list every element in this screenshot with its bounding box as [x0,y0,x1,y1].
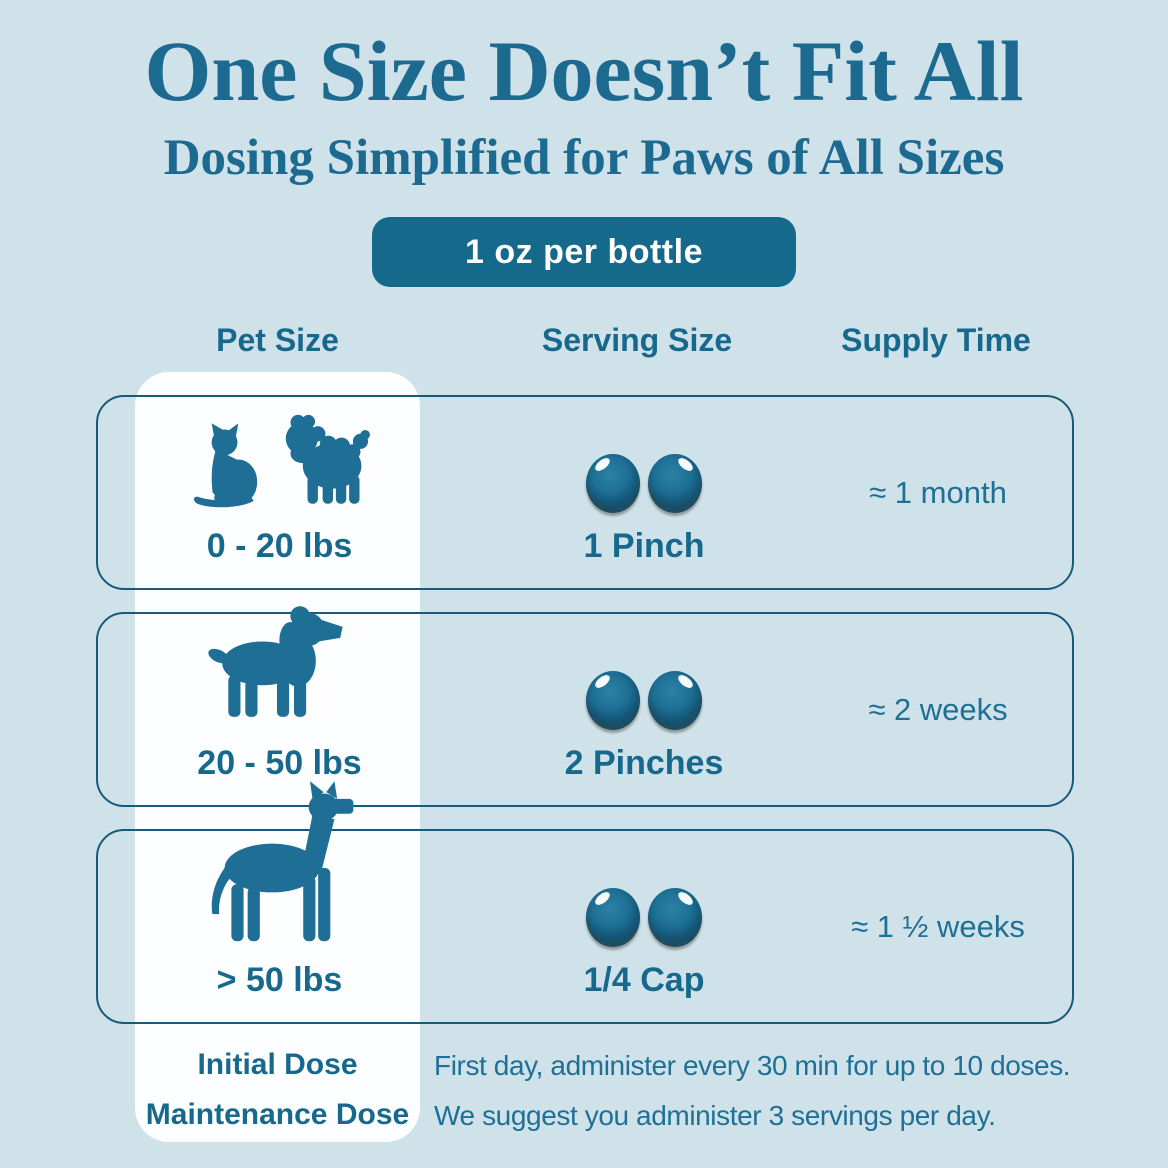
pet-icons [204,600,356,734]
column-header-supply-time: Supply Time [841,322,1031,358]
pet-size-label: > 50 lbs [216,961,343,999]
pellet-icon [586,454,640,513]
small-dog-icon [275,413,375,517]
serving-size-label: 1/4 Cap [583,961,705,999]
pet-size-label: 20 - 50 lbs [197,744,362,782]
medium-dog-icon [204,600,356,734]
pellet-icon [586,671,640,730]
dose-row-small-pets: 0 - 20 lbs 1 Pinch ≈ 1 month [96,395,1074,590]
supply-time-label: ≈ 1 month [869,474,1007,510]
initial-dose-label: Initial Dose [197,1048,358,1081]
serving-size-cell: 1 Pinch [514,397,774,588]
pellet-group [586,671,702,730]
pellet-icon [648,671,702,730]
supply-time-cell: ≈ 1 ½ weeks [808,831,1068,1022]
supply-time-cell: ≈ 2 weeks [808,614,1068,805]
column-header-pet-size: Pet Size [216,322,339,358]
supply-time-label: ≈ 1 ½ weeks [851,908,1025,944]
maintenance-dose-text: We suggest you administer 3 servings per… [434,1100,996,1131]
pet-icons [188,781,371,951]
initial-dose-text: First day, administer every 30 min for u… [434,1050,1071,1081]
serving-size-label: 2 Pinches [564,744,724,782]
page-title: One Size Doesn’t Fit All [144,23,1024,119]
pet-size-cell: > 50 lbs [137,781,422,1022]
pellet-group [586,454,702,513]
pellet-icon [586,888,640,947]
dose-row-large-dogs: > 50 lbs 1/4 Cap ≈ 1 ½ weeks [96,781,1074,1024]
supply-time-label: ≈ 2 weeks [868,691,1008,727]
serving-size-cell: 1/4 Cap [514,831,774,1022]
cat-icon [185,421,271,517]
bottle-size-label: 1 oz per bottle [465,232,703,271]
pet-size-column-background [135,372,420,1142]
pellet-icon [648,454,702,513]
serving-size-cell: 2 Pinches [514,614,774,805]
dose-row-medium-dogs: 20 - 50 lbs 2 Pinches ≈ 2 weeks [96,606,1074,807]
pellet-group [586,888,702,947]
pet-size-cell: 0 - 20 lbs [137,397,422,588]
pet-size-cell: 20 - 50 lbs [137,606,422,805]
pet-size-label: 0 - 20 lbs [206,527,353,565]
bottle-size-badge: 1 oz per bottle [372,217,796,287]
maintenance-dose-label: Maintenance Dose [145,1098,410,1131]
pet-icons [185,413,375,517]
page-subtitle: Dosing Simplified for Paws of All Sizes [163,130,1005,186]
large-dog-icon [188,781,371,951]
supply-time-cell: ≈ 1 month [808,397,1068,588]
pellet-icon [648,888,702,947]
column-header-serving-size: Serving Size [541,322,733,358]
serving-size-label: 1 Pinch [583,527,705,565]
